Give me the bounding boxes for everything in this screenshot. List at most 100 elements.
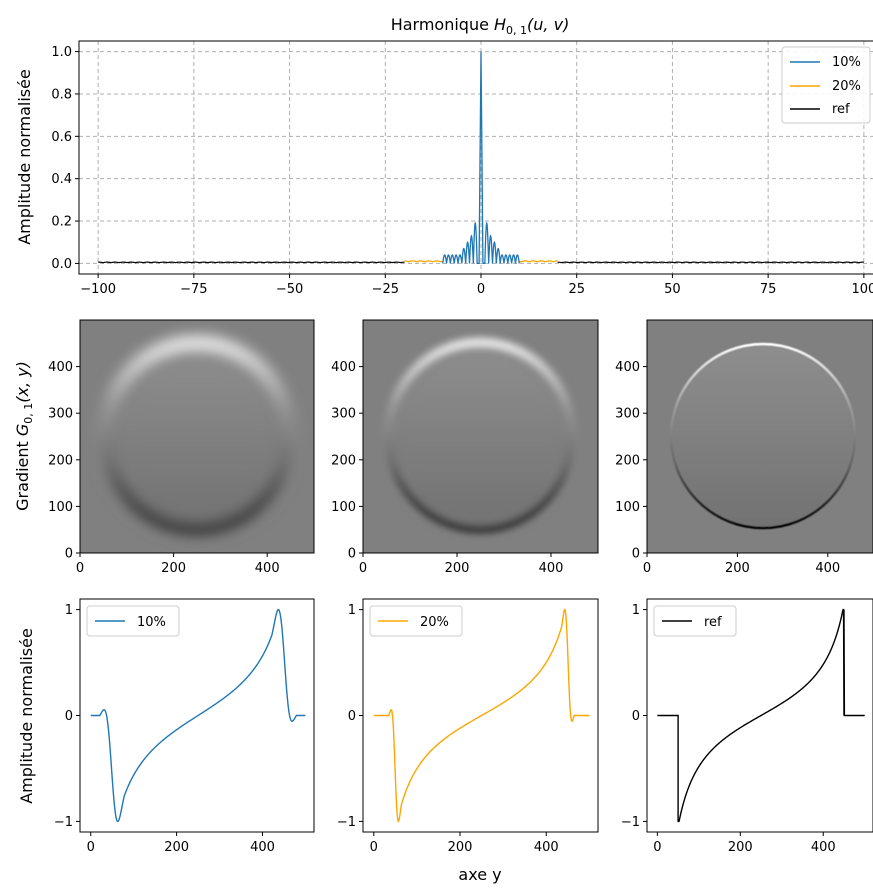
image-1-ytick-label: 300 [48,407,73,422]
image-2-ticks: 0 200 400 0 100 200 300 400 [331,360,563,576]
prof3-ytick-label: 1 [632,603,640,618]
prof1-xtick-label: 0 [87,840,95,855]
harmonic-xtick-label: −25 [372,282,399,297]
harmonic-plot: Harmonique H0, 1(u, v) −100 −75 −50 −25 0 25 5… [15,15,873,297]
profile-ylabel: Amplitude normalisée [17,628,36,804]
image-3-xtick-label: 0 [643,561,651,576]
image-3-ytick-label: 100 [615,500,640,515]
prof2-ytick-label: 1 [348,603,356,618]
harmonic-xtick-label: 0 [477,282,485,297]
image-2-xtick-label: 400 [539,561,564,576]
harmonic-series-10pct [442,51,520,265]
legend-label-10pct: 10% [832,55,861,70]
image-1-xtick-label: 200 [161,561,186,576]
prof1-ytick-label: 0 [65,709,73,724]
profile-ref-legend: ref [653,605,737,637]
harmonic-xtick-label: 50 [664,282,681,297]
prof3-xtick-label: 0 [653,840,661,855]
image-2-ytick-label: 400 [331,360,356,375]
image-1-disk [98,335,296,537]
prof1-ytick-label: −1 [54,815,73,830]
harmonic-legend: 10% 20% ref [781,46,871,124]
harmonic-xtick-label: −50 [276,282,303,297]
prof1-xtick-label: 400 [250,840,275,855]
harmonic-xtick-label: 75 [760,282,777,297]
prof3-xtick-label: 400 [811,840,836,855]
image-2-ytick-label: 100 [331,500,356,515]
harmonic-legend-frame [781,46,871,124]
image-3-disk [669,342,857,530]
gradient-image-3: 0 200 400 0 100 200 300 400 [615,319,873,576]
harmonic-ytick-label: 0.8 [51,87,72,102]
image-2-ytick-label: 0 [348,547,356,562]
prof3-line [657,608,865,823]
harmonic-ytick-label: 1.0 [51,45,72,60]
profile-10pct-legend-label: 10% [137,615,166,630]
image-1-frame [79,319,315,554]
profile-20pct-legend-frame [369,605,463,637]
profile-plot-20pct: 0 200 400 −1 0 1 20% [337,598,599,855]
profile-10pct-series [90,608,306,823]
image-3-ytick-label: 300 [615,407,640,422]
harmonic-xtick-label: 100 [851,282,873,297]
image-2-disk [383,337,577,535]
image-3-ticks: 0 200 400 0 100 200 300 400 [615,360,840,576]
harmonic-ylabel: Amplitude normalisée [15,69,34,245]
image-1-ytick-label: 400 [48,360,73,375]
image-2-xtick-label: 0 [359,561,367,576]
harmonic-ytick-label: 0.6 [51,130,72,145]
harmonic-ytick-label: 0.0 [51,257,72,272]
harmonic-series-20pct [404,260,558,263]
profile-plot-ref: 0 200 400 −1 0 1 ref [621,598,873,855]
prof2-xtick-label: 400 [534,840,559,855]
harmonic-series-ref [98,261,864,264]
profile-10pct-legend-frame [86,605,180,637]
prof3-ytick-label: −1 [621,815,640,830]
profile-ref-legend-frame [653,605,737,637]
legend-label-ref: ref [832,102,850,117]
profile-ref-ticks: 0 200 400 −1 0 1 [621,603,836,855]
profile-10pct-legend: 10% [86,605,180,637]
prof1-xtick-label: 200 [164,840,189,855]
profile-20pct-ticks: 0 200 400 −1 0 1 [337,603,559,855]
prof2-xtick-label: 0 [370,840,378,855]
gradient-image-1: 0 200 400 0 100 200 300 400 [48,319,315,576]
image-1-ytick-label: 100 [48,500,73,515]
harmonic-ticks: −100 −75 −50 −25 0 25 50 75 100 0.0 0.2 0.4 0.6 0.8 1.… [51,45,873,297]
profile-ref-series [657,608,865,823]
image-3-ytick-label: 400 [615,360,640,375]
prof2-ytick-label: −1 [337,815,356,830]
prof1-ytick-label: 1 [65,603,73,618]
image-2-ytick-label: 300 [331,407,356,422]
harmonic-title: Harmonique H0, 1(u, v) [391,15,570,37]
image-3-xtick-label: 200 [725,561,750,576]
prof2-ytick-label: 0 [348,709,356,724]
prof3-xtick-label: 200 [728,840,753,855]
profile-20pct-series [373,608,590,823]
harmonic-xtick-label: −100 [80,282,116,297]
prof3-ytick-label: 0 [632,709,640,724]
harmonic-xtick-label: 25 [568,282,585,297]
image-3-ytick-label: 0 [632,547,640,562]
image-1-ytick-label: 200 [48,453,73,468]
image-2-ytick-label: 200 [331,453,356,468]
image-1-xtick-label: 0 [76,561,84,576]
gradient-ylabel: Gradient G0, 1(x, y) [13,361,35,511]
profile-plot-10pct: 0 200 400 −1 0 1 10% [54,598,315,855]
harmonic-series [98,51,864,265]
harmonic-ytick-label: 0.4 [51,172,72,187]
profile-20pct-legend-label: 20% [420,615,449,630]
image-1-ytick-label: 0 [65,547,73,562]
image-1-xtick-label: 400 [255,561,280,576]
image-3-xtick-label: 400 [815,561,840,576]
profile-ref-legend-label: ref [704,615,722,630]
prof2-xtick-label: 200 [448,840,473,855]
harmonic-xtick-label: −75 [180,282,207,297]
image-2-frame [362,319,599,554]
image-3-ytick-label: 200 [615,453,640,468]
profile-10pct-ticks: 0 200 400 −1 0 1 [54,603,275,855]
gradient-image-2: 0 200 400 0 100 200 300 400 [331,319,599,576]
prof2-line [373,608,590,823]
image-1-ticks: 0 200 400 0 100 200 300 400 [48,360,279,576]
